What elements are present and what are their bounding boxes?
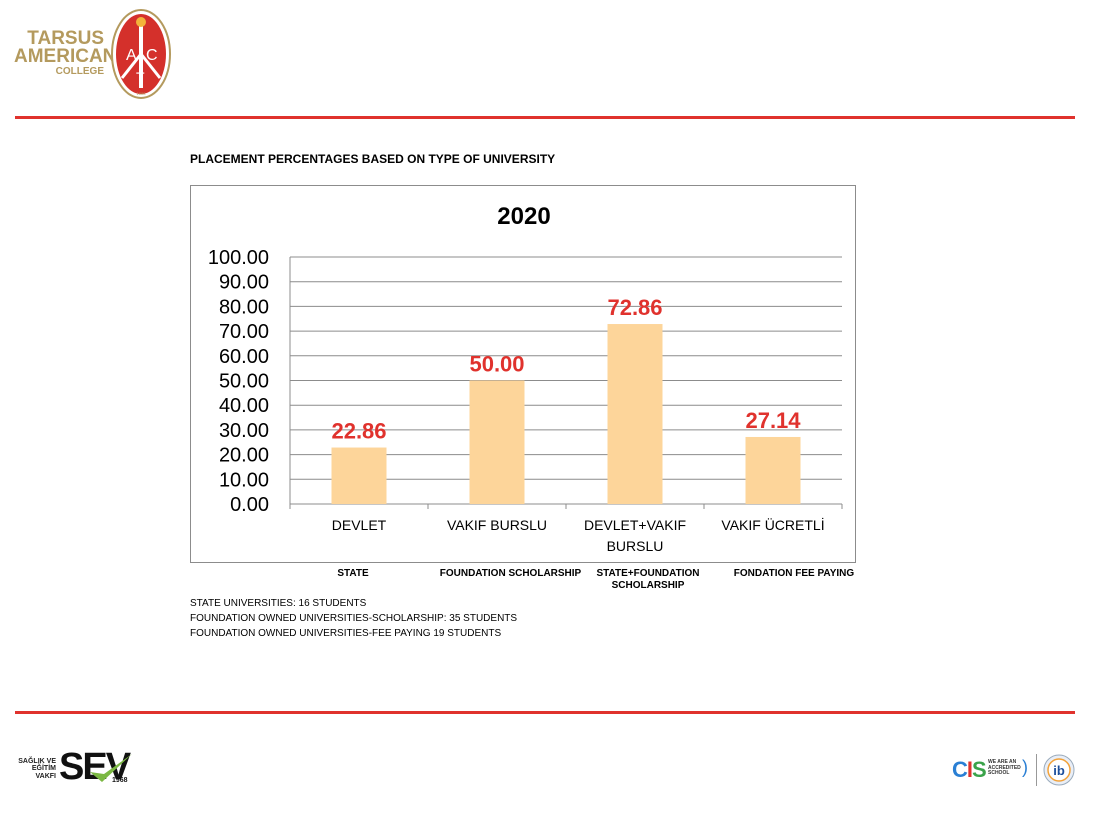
ib-logo-icon: ib: [1043, 754, 1075, 786]
cis-logo: CIS: [952, 757, 987, 782]
y-tick-label: 100.00: [208, 247, 269, 269]
bar: [469, 380, 525, 504]
english-label-state: STATE: [337, 568, 369, 579]
sev-year: 1968: [112, 777, 128, 784]
y-tick-label: 80.00: [219, 296, 269, 318]
sev-check-icon: [90, 754, 132, 782]
y-tick-label: 50.00: [219, 371, 269, 393]
cis-paren-icon: ): [1022, 757, 1028, 777]
sev-subtitle: SAĞLIK VE EĞİTİM VAKFI: [18, 758, 56, 780]
bar: [607, 324, 663, 504]
crest-letter-c: C: [146, 47, 158, 64]
x-tick-label: BURSLU: [607, 538, 664, 554]
sev-logo: SEV: [59, 746, 131, 788]
y-tick-label: 40.00: [219, 395, 269, 417]
bar: [745, 436, 801, 504]
english-label-foundation-fee-paying: FONDATION FEE PAYING: [733, 568, 855, 579]
note-foundation-scholarship: FOUNDATION OWNED UNIVERSITIES-SCHOLARSHI…: [190, 613, 518, 624]
y-tick-label: 30.00: [219, 420, 269, 442]
x-tick-label: VAKIF BURSLU: [447, 517, 547, 533]
page-title: PLACEMENT PERCENTAGES BASED ON TYPE OF U…: [190, 152, 556, 166]
logo-line-3: COLLEGE: [55, 66, 104, 78]
header-divider: [15, 116, 1075, 119]
y-tick-label: 70.00: [219, 321, 269, 343]
y-tick-label: 90.00: [219, 272, 269, 294]
note-foundation-fee: FOUNDATION OWNED UNIVERSITIES-FEE PAYING…: [190, 628, 502, 639]
footer-divider: [15, 711, 1075, 714]
data-label: 27.14: [745, 408, 801, 433]
school-crest-icon: A C T 1888: [111, 9, 171, 99]
x-tick-label: VAKIF ÜCRETLİ: [721, 516, 824, 533]
bar: [331, 447, 387, 504]
y-tick-label: 20.00: [219, 445, 269, 467]
y-tick-label: 60.00: [219, 346, 269, 368]
data-label: 22.86: [331, 419, 386, 444]
cis-accredited-note: WE ARE AN ACCREDITED SCHOOL: [988, 759, 1021, 776]
school-name-logo: TARSUS AMERICAN COLLEGE: [14, 28, 117, 78]
y-tick-label: 0.00: [230, 494, 269, 516]
english-label-state-foundation-scholarship: STATE+FOUNDATION SCHOLARSHIP: [596, 568, 700, 591]
logo-line-2: AMERICAN: [14, 46, 117, 68]
chart-title: 2020: [497, 203, 550, 230]
crest-letter-a: A: [126, 47, 137, 64]
note-state: STATE UNIVERSITIES: 16 STUDENTS: [190, 598, 367, 609]
x-tick-label: DEVLET+VAKIF: [584, 517, 686, 533]
logo-line-1: TARSUS: [27, 28, 104, 49]
x-tick-label: DEVLET: [332, 517, 387, 533]
footer-separator: [1036, 754, 1037, 786]
english-label-foundation-scholarship: FOUNDATION SCHOLARSHIP: [439, 568, 582, 579]
bar-chart: 20200.0010.0020.0030.0040.0050.0060.0070…: [208, 203, 843, 554]
data-label: 50.00: [469, 352, 524, 377]
data-label: 72.86: [607, 295, 662, 320]
crest-year: 1888: [137, 91, 147, 96]
ib-text: ib: [1053, 763, 1065, 778]
crest-letter-t: T: [136, 69, 145, 85]
chart-frame: 2020 0.00 10.00 20.00 30.00 40.00 50.00 60.00 70…: [190, 185, 856, 563]
y-tick-label: 10.00: [219, 469, 269, 491]
